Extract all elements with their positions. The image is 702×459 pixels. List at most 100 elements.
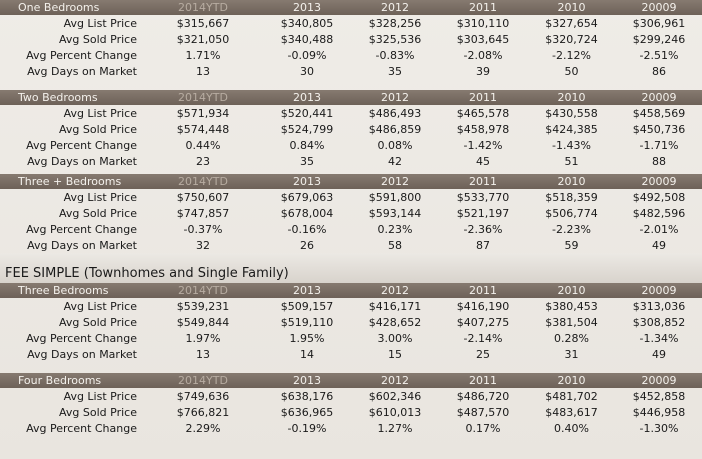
table-cell: 1.27% (377, 421, 413, 435)
table-cell: $299,246 (632, 32, 686, 46)
table-cell: $638,176 (280, 389, 334, 403)
table-cell: 42 (388, 154, 402, 168)
section-title: Three + Bedrooms (0, 174, 143, 189)
table-row: Avg Percent Change 1.71% -0.09% -0.83% -… (0, 47, 702, 63)
table-cell: 50 (564, 64, 579, 78)
table-cell: 26 (300, 238, 314, 252)
condo-stats-table: One Bedrooms 2014YTD 2013 2012 2011 2010… (0, 0, 702, 252)
year-header: 2010 (527, 0, 616, 15)
table-cell: -2.12% (552, 48, 591, 62)
condo-stats-body: One Bedrooms 2014YTD 2013 2012 2011 2010… (0, 0, 702, 252)
year-header: 2013 (263, 373, 351, 388)
year-header: 2014YTD (143, 283, 263, 298)
table-cell: $321,050 (176, 32, 230, 46)
table-cell: $486,720 (456, 389, 510, 403)
table-cell: $486,493 (368, 106, 422, 120)
table-cell: 0.17% (465, 421, 501, 435)
section-title: Four Bedrooms (0, 373, 143, 388)
year-header: 2011 (439, 90, 527, 105)
table-cell: $482,596 (632, 206, 686, 220)
table-cell: 58 (388, 238, 402, 252)
table-cell: -0.16% (287, 222, 327, 236)
table-cell: $509,157 (280, 299, 334, 313)
table-cell: -2.51% (639, 48, 679, 62)
table-cell: 1.95% (289, 331, 325, 345)
table-cell: $381,504 (545, 315, 598, 329)
table-cell: $340,805 (280, 16, 334, 30)
table-cell: $678,004 (280, 206, 334, 220)
row-label: Avg Days on Market (27, 154, 137, 168)
table-cell: 87 (476, 238, 490, 252)
table-cell: $636,965 (280, 405, 334, 419)
row-label: Avg List Price (63, 16, 137, 30)
row-label: Avg Sold Price (59, 122, 137, 136)
table-cell: $407,275 (456, 315, 510, 329)
row-label: Avg Sold Price (59, 405, 137, 419)
table-cell: -2.08% (463, 48, 503, 62)
table-row: Avg Sold Price $747,857 $678,004 $593,14… (0, 205, 702, 221)
table-cell: $315,667 (176, 16, 230, 30)
table-cell: -2.23% (552, 222, 591, 236)
year-header: 2012 (351, 373, 439, 388)
table-cell: -0.83% (375, 48, 415, 62)
section-title: Three Bedrooms (0, 283, 143, 298)
row-label: Avg Sold Price (59, 206, 137, 220)
table-row: Avg Days on Market 13 14 15 25 31 49 (0, 346, 702, 362)
table-cell: $313,036 (632, 299, 686, 313)
table-cell: -1.30% (639, 421, 679, 435)
table-cell: $310,110 (456, 16, 510, 30)
table-cell: 31 (564, 347, 579, 361)
table-cell: 13 (196, 64, 210, 78)
table-cell: 39 (476, 64, 490, 78)
year-header: 2010 (527, 283, 616, 298)
table-cell: 13 (196, 347, 210, 361)
fee-simple-heading: FEE SIMPLE (Townhomes and Single Family) (0, 253, 702, 283)
table-cell: $593,144 (368, 206, 422, 220)
table-cell: $521,197 (456, 206, 510, 220)
table-cell: $518,359 (545, 190, 598, 204)
table-row: Avg Sold Price $574,448 $524,799 $486,85… (0, 121, 702, 137)
table-cell: $533,770 (456, 190, 510, 204)
table-cell: $492,508 (632, 190, 686, 204)
table-row: Avg Days on Market 13 30 35 39 50 86 (0, 63, 702, 79)
year-header: 2011 (439, 373, 527, 388)
table-cell: 86 (652, 64, 666, 78)
table-cell: $308,852 (632, 315, 686, 329)
year-header: 2014YTD (143, 373, 263, 388)
table-cell: -2.36% (463, 222, 503, 236)
section-header-fee-three-bedrooms: Three Bedrooms 2014YTD 2013 2012 2011 20… (0, 283, 702, 298)
row-label: Avg List Price (63, 299, 137, 313)
row-label: Avg Percent Change (26, 48, 137, 62)
table-cell: 0.08% (377, 138, 413, 152)
table-cell: 49 (652, 238, 666, 252)
table-cell: $486,859 (368, 122, 422, 136)
year-header: 2013 (263, 174, 351, 189)
year-header: 20009 (616, 0, 702, 15)
table-cell: $750,607 (176, 190, 230, 204)
table-cell: $465,578 (456, 106, 510, 120)
year-header: 2013 (263, 0, 351, 15)
table-cell: 3.00% (377, 331, 413, 345)
table-cell: 35 (388, 64, 402, 78)
table-cell: 0.84% (289, 138, 325, 152)
table-cell: -1.34% (639, 331, 679, 345)
table-cell: $602,346 (368, 389, 422, 403)
table-row: Avg List Price $539,231 $509,157 $416,17… (0, 298, 702, 314)
table-row: Avg Sold Price $766,821 $636,965 $610,01… (0, 404, 702, 420)
section-header-two-bedrooms: Two Bedrooms 2014YTD 2013 2012 2011 2010… (0, 90, 702, 105)
table-cell: $416,171 (368, 299, 422, 313)
spacer-row (0, 362, 702, 373)
row-label: Avg Days on Market (27, 64, 137, 78)
table-cell: $679,063 (280, 190, 334, 204)
table-cell: $327,654 (545, 16, 598, 30)
table-cell: 2.29% (185, 421, 221, 435)
section-title: Two Bedrooms (0, 90, 143, 105)
table-row: Avg Percent Change 0.44% 0.84% 0.08% -1.… (0, 137, 702, 153)
year-header: 2010 (527, 90, 616, 105)
row-label: Avg Percent Change (26, 222, 137, 236)
table-cell: 49 (652, 347, 666, 361)
table-row: Avg List Price $315,667 $340,805 $328,25… (0, 15, 702, 31)
table-row: Avg Percent Change -0.37% -0.16% 0.23% -… (0, 221, 702, 237)
table-cell: -0.19% (287, 421, 327, 435)
